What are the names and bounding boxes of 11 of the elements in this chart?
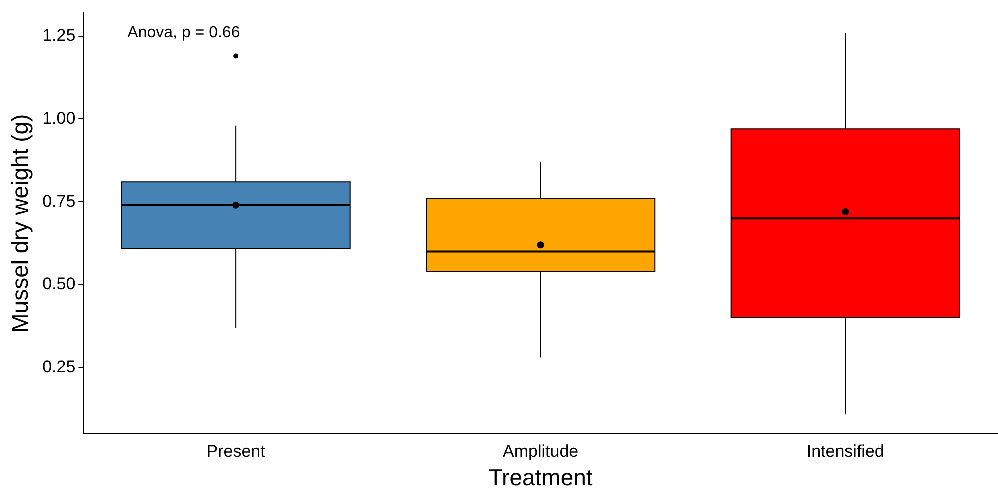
y-tick-label: 1.00	[42, 108, 76, 128]
y-tick-label: 1.25	[42, 26, 76, 46]
y-tick-label: 0.50	[42, 274, 76, 294]
y-tick-label: 0.75	[42, 192, 76, 211]
x-axis-title: Treatment	[488, 464, 594, 491]
y-tick-label: 0.25	[42, 357, 76, 376]
y-axis-title: Mussel dry weight (g)	[7, 114, 34, 333]
x-tick-label: Present	[206, 442, 266, 461]
x-tick-label: Intensified	[806, 442, 884, 461]
annotation: Anova, p = 0.66	[128, 24, 240, 42]
x-tick-label: Amplitude	[503, 442, 579, 461]
